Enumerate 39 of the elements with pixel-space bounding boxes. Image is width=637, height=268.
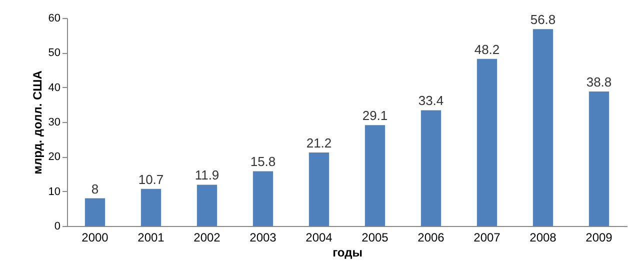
y-tick-label: 40: [48, 82, 60, 94]
x-tick-label: 2007: [474, 230, 501, 244]
x-tick-label: 2006: [418, 230, 445, 244]
y-tick-label: 60: [48, 12, 60, 24]
bar: [364, 125, 386, 226]
data-label: 48.2: [474, 42, 500, 57]
bar: [196, 184, 218, 226]
data-label: 38.8: [586, 74, 612, 90]
bar: [588, 91, 610, 226]
x-axis-title: годы: [332, 246, 362, 260]
data-label: 29.1: [362, 108, 388, 124]
y-tick-label: 20: [48, 151, 60, 164]
y-tick-label: 10: [48, 186, 60, 198]
bar: [252, 171, 274, 226]
data-label: 15.8: [250, 154, 276, 170]
data-label: 8: [91, 181, 99, 196]
bar: [476, 58, 498, 226]
bar: [308, 152, 330, 226]
data-label: 56.8: [530, 12, 556, 28]
bar: [140, 188, 162, 226]
x-tick-label: 2004: [306, 230, 333, 244]
y-tick-label: 0: [54, 220, 60, 232]
y-tick-label: 30: [48, 116, 60, 128]
bar: [84, 198, 106, 226]
x-tick-label: 2005: [362, 230, 389, 244]
data-label: 33.4: [418, 93, 444, 108]
data-label: 10.7: [138, 172, 164, 187]
x-tick-label: 2001: [138, 230, 165, 244]
x-tick-label: 2000: [82, 230, 109, 244]
y-axis-title: млрд. долл. США: [30, 70, 44, 174]
bar: [532, 29, 554, 226]
data-label: 11.9: [194, 168, 220, 183]
x-tick-label: 2002: [194, 230, 221, 244]
x-tick-label: 2008: [530, 230, 557, 244]
x-tick-label: 2009: [586, 230, 613, 244]
x-tick-label: 2003: [250, 230, 277, 244]
y-tick-label: 50: [48, 47, 60, 60]
data-label: 21.2: [306, 136, 332, 151]
bar: [420, 110, 442, 226]
